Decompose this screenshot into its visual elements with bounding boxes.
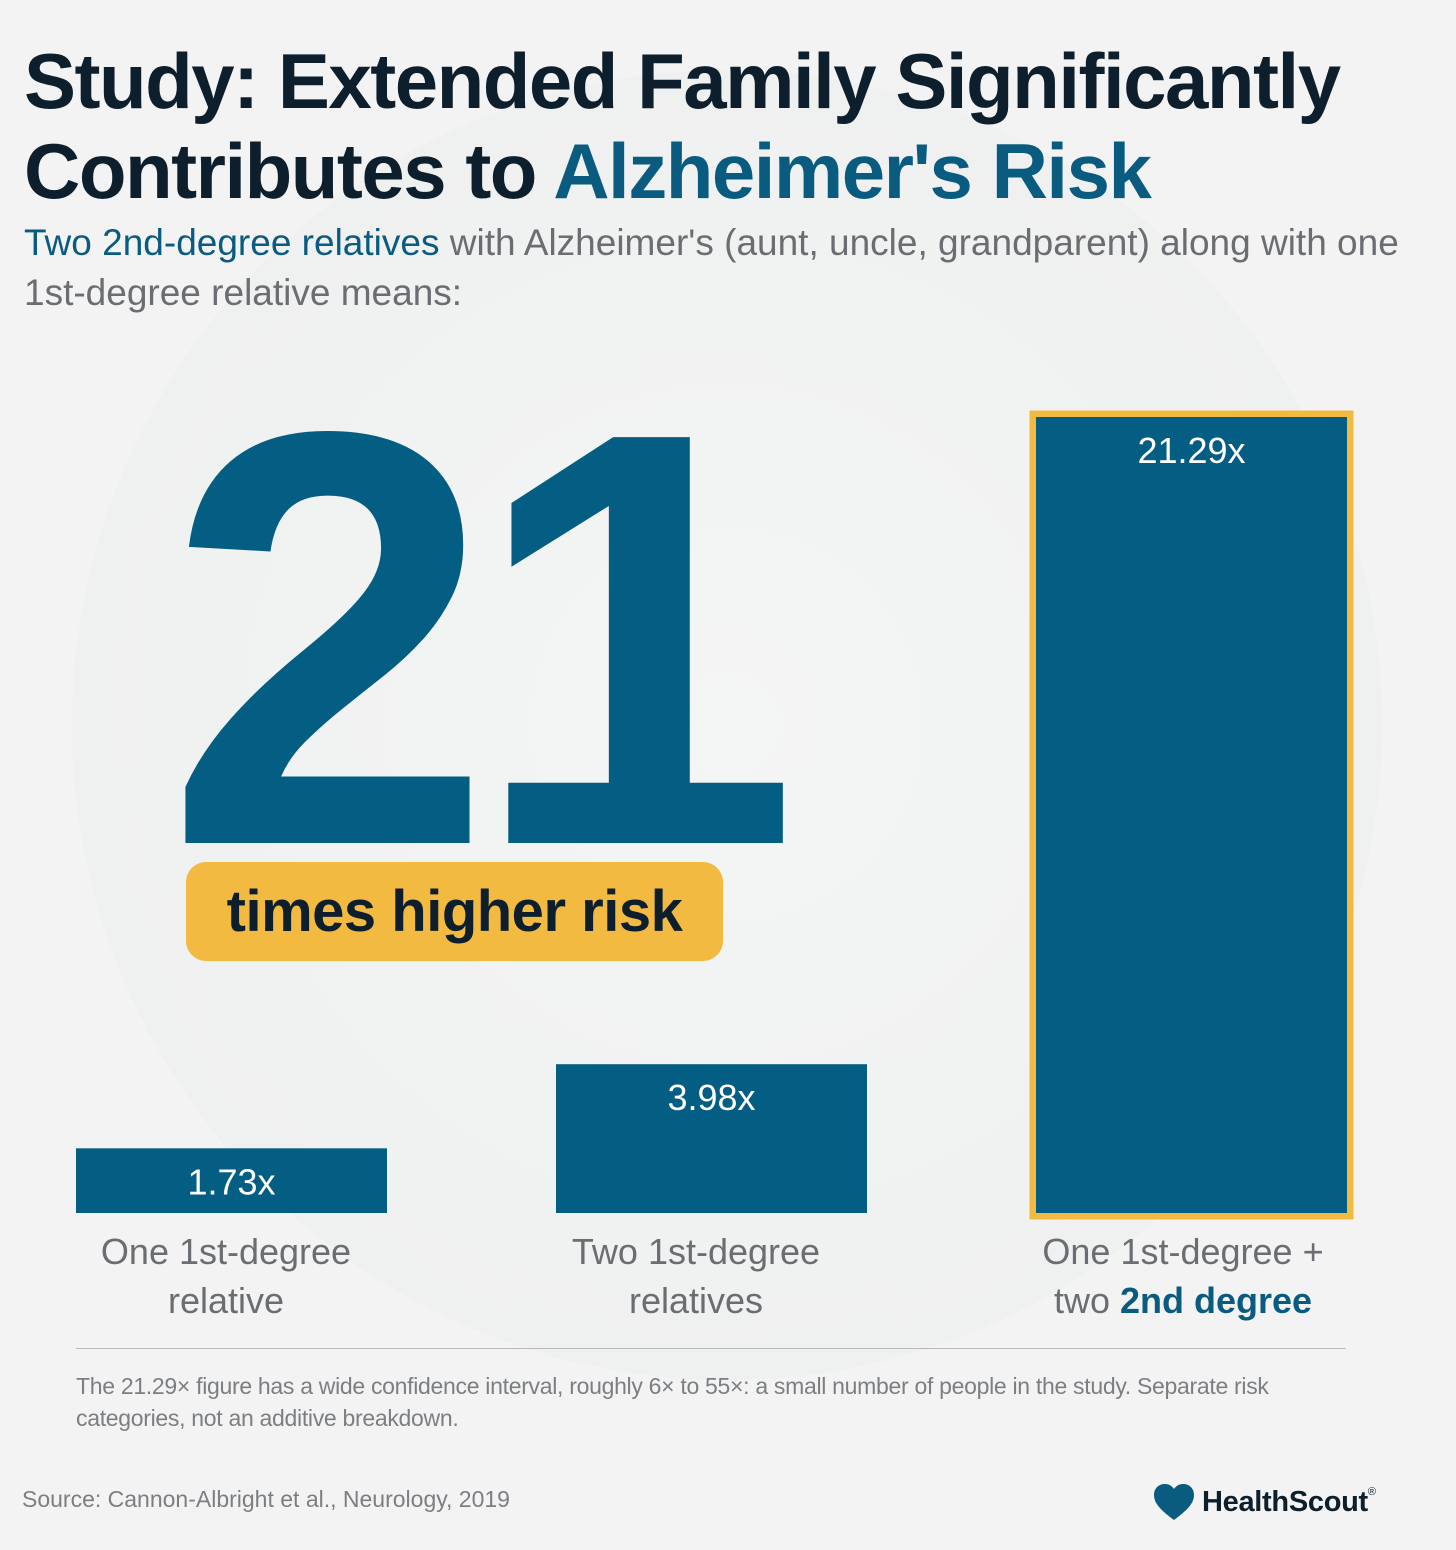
bar-two-first-degree — [556, 1064, 867, 1213]
title-line-2: Contributes to — [24, 127, 554, 215]
subtitle-rest: with Alzheimer's (aunt, uncle, grandpare… — [24, 222, 1399, 313]
category-label-one-first-degree: One 1st-degree relative — [46, 1227, 406, 1325]
category-label-line: Two 1st-degree — [571, 1231, 821, 1272]
page-title: Study: Extended Family Significantly Con… — [24, 36, 1341, 216]
bar-value-label: 1.73x — [187, 1161, 275, 1202]
category-label-highlight: 2nd degree — [1119, 1280, 1313, 1321]
title-line-1: Study: Extended Family Significantly — [24, 37, 1341, 125]
source-citation: Source: Cannon-Albright et al., Neurolog… — [22, 1486, 510, 1512]
category-label-line: One 1st-degree — [100, 1231, 352, 1272]
divider — [76, 1348, 1346, 1349]
subtitle-highlight: Two 2nd-degree relatives — [24, 222, 440, 263]
footnote: The 21.29× figure has a wide confidence … — [76, 1373, 1269, 1431]
category-label-two-first-degree: Two 1st-degree relatives — [516, 1227, 876, 1325]
category-label-line: relatives — [628, 1280, 764, 1321]
category-label-line: relative — [167, 1280, 285, 1321]
category-label-extended: One 1st-degree + two 2nd degree — [1003, 1227, 1363, 1325]
bar-one-first-degree — [76, 1148, 387, 1213]
risk-pill: times higher risk — [186, 862, 723, 961]
bar-highlight-frame — [1029, 410, 1354, 1220]
bar-value-label: 3.98x — [667, 1077, 755, 1118]
brand-logo: HealthScout ® — [1152, 1480, 1376, 1524]
category-label-line: One 1st-degree + — [1042, 1231, 1324, 1272]
brand-name: HealthScout — [1202, 1485, 1368, 1518]
big-number-callout: 21 — [165, 310, 799, 969]
title-highlight: Alzheimer's Risk — [553, 127, 1152, 215]
bar-value-label: 21.29x — [1137, 430, 1245, 471]
heart-icon — [1154, 1484, 1194, 1520]
bar-extended — [1036, 417, 1347, 1213]
category-label-line: two — [1053, 1280, 1120, 1321]
subtitle: Two 2nd-degree relatives with Alzheimer'… — [24, 218, 1434, 318]
brand-registered-mark: ® — [1367, 1486, 1376, 1498]
